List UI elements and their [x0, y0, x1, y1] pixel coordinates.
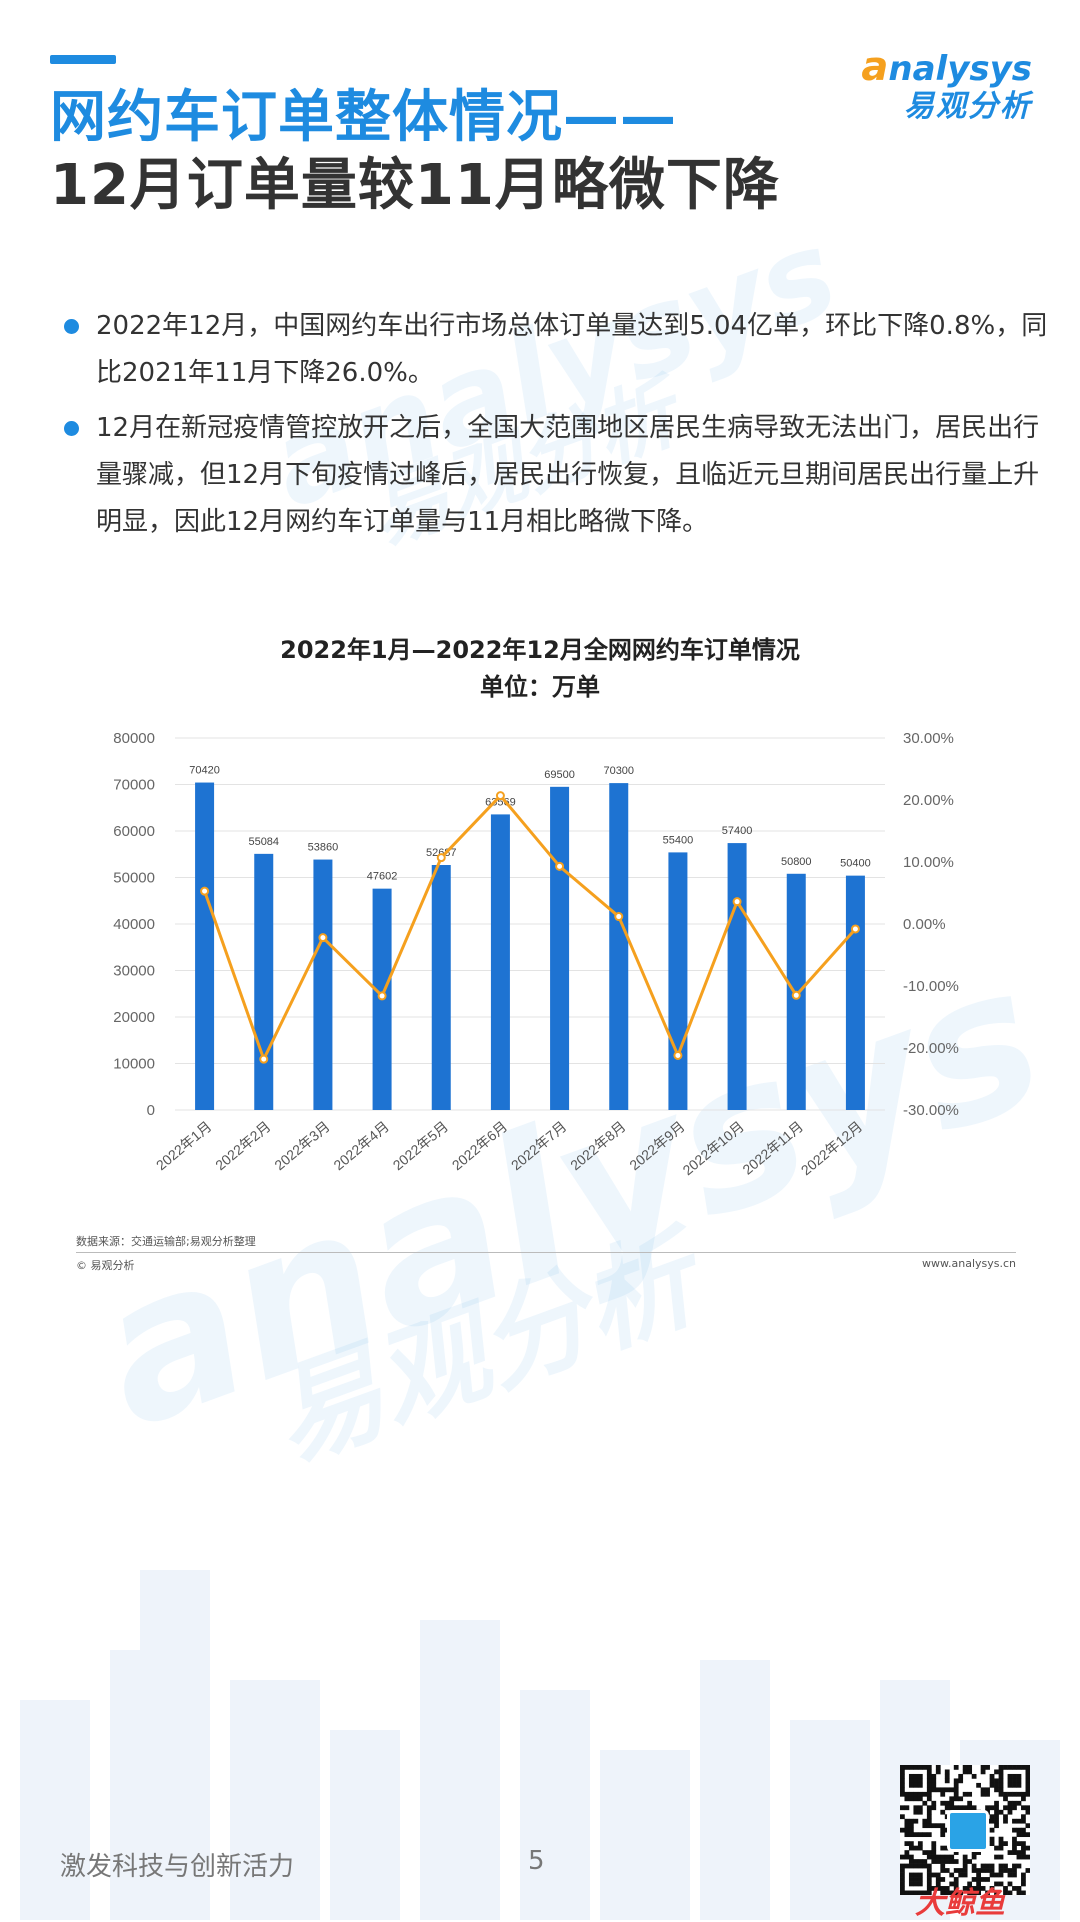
logo-en-text: nalysys [888, 49, 1032, 89]
bar-value-label: 50800 [781, 856, 812, 868]
x-tick-label: 2022年11月 [739, 1118, 806, 1178]
combo-chart: 0 10000 20000 30000 40000 50000 60000 70000 8000… [113, 730, 959, 1178]
chart-subtitle: 单位：万单 [480, 673, 600, 701]
page-title-line2: 12月订单量较11月略微下降 [50, 153, 780, 218]
growth-rate-point [318, 933, 328, 943]
growth-rate-point [555, 861, 565, 871]
bar [195, 782, 215, 1110]
growth-rate-point [259, 1054, 269, 1064]
growth-rate-point [791, 990, 801, 1000]
page-title-line1: 网约车订单整体情况—— [50, 85, 677, 150]
y-right-tick-label: -30.00% [903, 1102, 959, 1119]
growth-rate-point [732, 897, 742, 907]
watermark-cn-mid: 易观分析 [254, 1214, 713, 1485]
y-left-tick-label: 70000 [113, 777, 155, 794]
y-left-tick-label: 0 [147, 1102, 155, 1119]
x-tick-label: 2022年5月 [390, 1118, 452, 1173]
bar [845, 875, 865, 1110]
footer-slogan: 激发科技与创新活力 [60, 1852, 295, 1882]
x-tick-label: 2022年7月 [508, 1118, 570, 1173]
bar [431, 865, 451, 1110]
data-source: 数据来源：交通运输部;易观分析整理 [76, 1235, 256, 1248]
y-left-tick-label: 80000 [113, 730, 155, 747]
bullet-item-1: 2022年12月，中国网约车出行市场总体订单量达到5.04亿单，环比下降0.8%… [60, 303, 1050, 397]
y-right-tick-label: 0.00% [903, 916, 946, 933]
analysys-logo: analysys 易观分析 [842, 47, 1032, 126]
growth-rate-point [436, 853, 446, 863]
x-tick-label: 2022年9月 [626, 1118, 688, 1173]
bar [550, 786, 570, 1110]
growth-rate-point [850, 924, 860, 934]
bar [490, 814, 510, 1110]
growth-rate-line [203, 794, 857, 1061]
bar-value-label: 55400 [663, 834, 694, 846]
x-tick-label: 2022年3月 [271, 1118, 333, 1173]
y-left-tick-label: 20000 [113, 1009, 155, 1026]
chart-title: 2022年1月—2022年12月全网网约车订单情况 [280, 636, 800, 664]
bar-value-label: 50400 [840, 858, 871, 870]
logo-initial: a [861, 44, 889, 90]
bar-value-label: 55084 [248, 836, 279, 848]
y-right-tick-label: 20.00% [903, 792, 954, 809]
y-left-tick-label: 40000 [113, 916, 155, 933]
bar-value-label: 70300 [603, 765, 634, 777]
x-tick-label: 2022年10月 [679, 1118, 747, 1178]
x-tick-label: 2022年8月 [567, 1118, 629, 1173]
x-tick-label: 2022年4月 [330, 1118, 392, 1173]
bar [668, 852, 688, 1110]
bullet-text-1: 2022年12月，中国网约车出行市场总体订单量达到5.04亿单，环比下降0.8%… [96, 311, 1048, 388]
growth-rate-point [200, 886, 210, 896]
bullet-dot-icon [64, 421, 79, 436]
y-right-tick-label: -20.00% [903, 1040, 959, 1057]
website-link[interactable]: www.analysys.cn [922, 1257, 1016, 1270]
copyright: © 易观分析 [76, 1259, 135, 1272]
bar-value-label: 69500 [544, 769, 575, 781]
corner-logo: 大鲸鱼 [915, 1886, 1005, 1921]
bullet-dot-icon [64, 319, 79, 334]
y-left-tick-label: 30000 [113, 963, 155, 980]
y-right-tick-label: 10.00% [903, 854, 954, 871]
growth-rate-point [495, 791, 505, 801]
bar-value-label: 53860 [308, 842, 339, 854]
bar-value-label: 70420 [189, 765, 220, 777]
title-accent-bar [50, 55, 116, 64]
y-right-tick-label: 30.00% [903, 730, 954, 747]
logo-cn-text: 易观分析 [904, 89, 1032, 124]
bar [727, 843, 747, 1110]
y-left-tick-label: 50000 [113, 870, 155, 887]
x-tick-label: 2022年6月 [449, 1118, 511, 1173]
growth-rate-point [377, 991, 387, 1001]
growth-rate-point [673, 1050, 683, 1060]
qr-center-logo-icon [947, 1810, 989, 1852]
bar-value-label: 57400 [722, 825, 753, 837]
bullet-text-2: 12月在新冠疫情管控放开之后，全国大范围地区居民生病导致无法出门，居民出行量骤减… [96, 413, 1040, 537]
footer-divider [76, 1252, 1016, 1253]
bar [254, 853, 274, 1110]
y-left-tick-label: 10000 [113, 1056, 155, 1073]
x-tick-label: 2022年1月 [153, 1118, 215, 1173]
bullet-item-2: 12月在新冠疫情管控放开之后，全国大范围地区居民生病导致无法出门，居民出行量骤减… [60, 405, 1050, 546]
bar [313, 859, 333, 1110]
bar-value-label: 47602 [367, 871, 398, 883]
growth-rate-point [614, 912, 624, 922]
bar [609, 783, 629, 1110]
x-tick-label: 2022年2月 [212, 1118, 274, 1173]
bullet-list: 2022年12月，中国网约车出行市场总体订单量达到5.04亿单，环比下降0.8%… [60, 303, 1050, 554]
y-right-tick-label: -10.00% [903, 978, 959, 995]
page-number: 5 [528, 1846, 545, 1876]
x-tick-label: 2022年12月 [798, 1118, 866, 1178]
y-left-tick-label: 60000 [113, 823, 155, 840]
